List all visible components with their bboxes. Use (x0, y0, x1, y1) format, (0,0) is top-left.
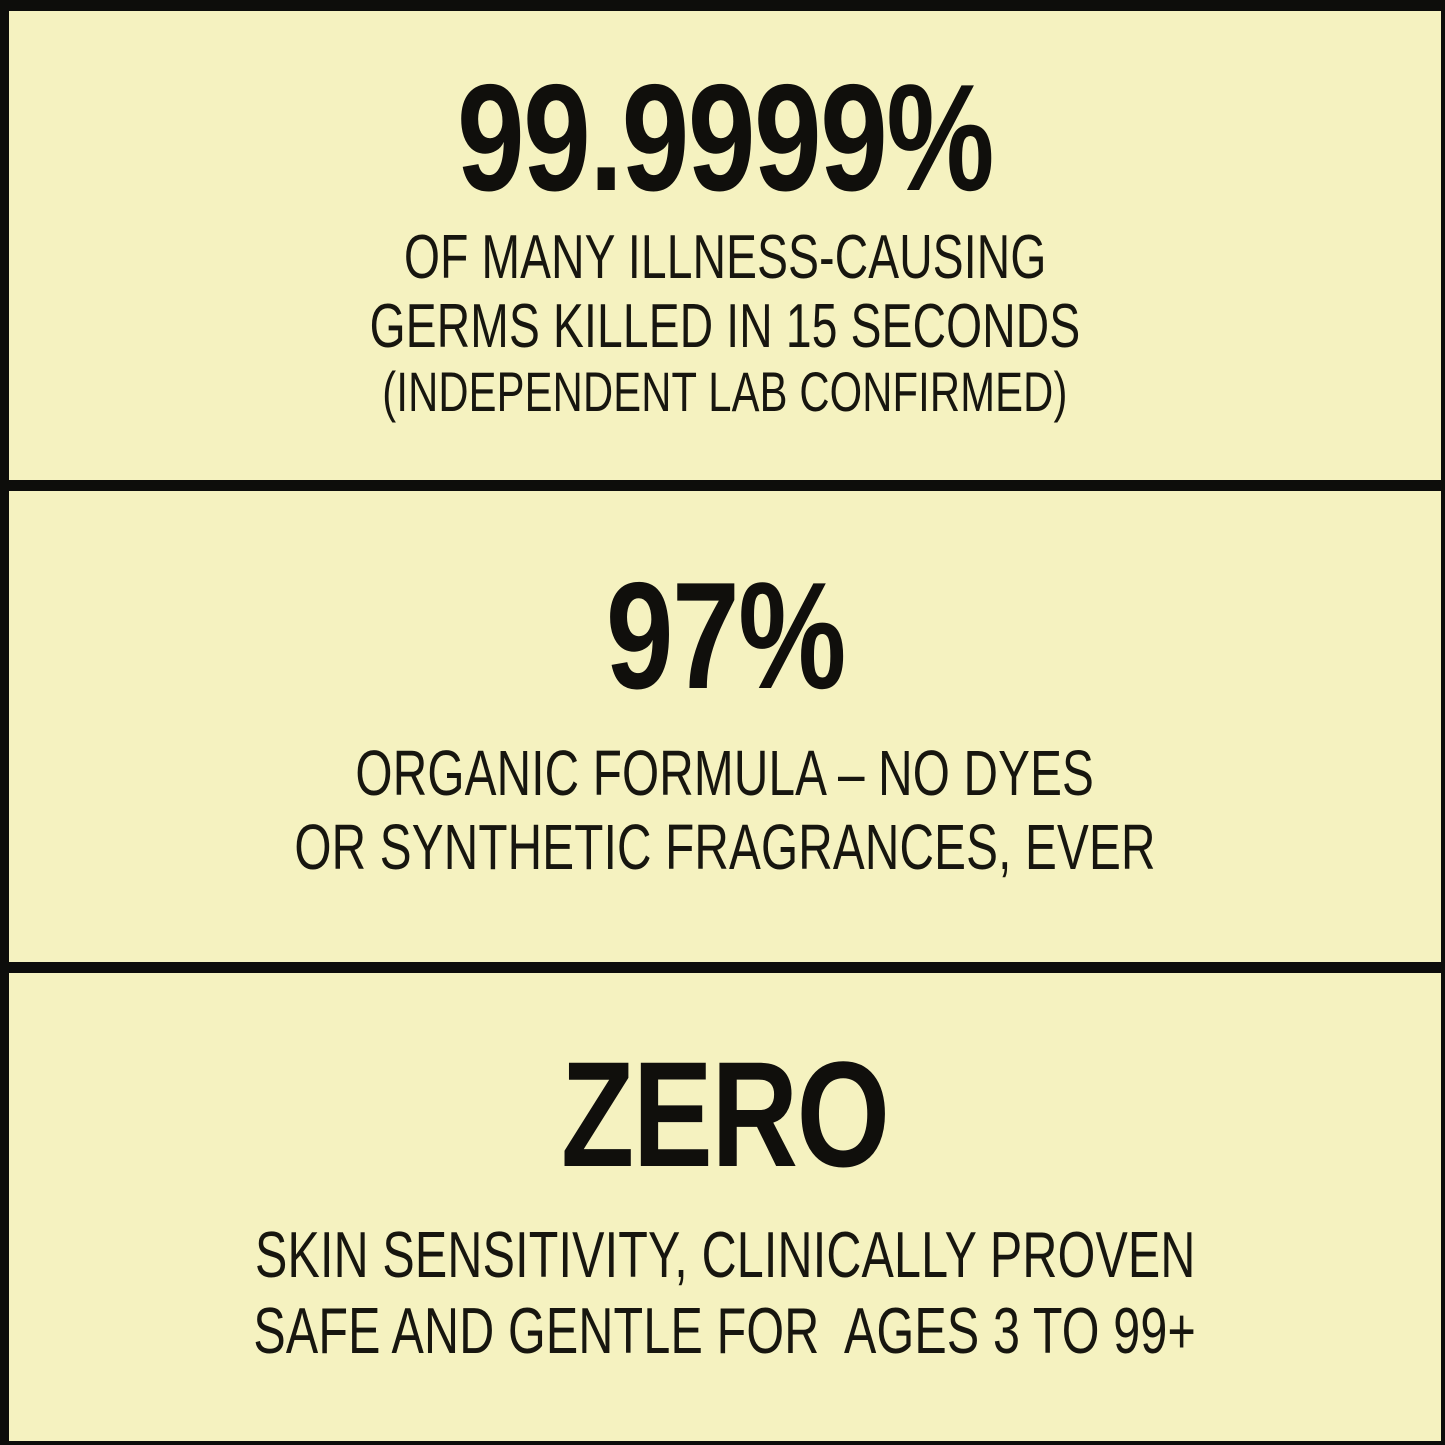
claim-headline-word: ZERO (561, 1029, 890, 1198)
claim-panel-germ-kill: 99.9999% OF MANY ILLNESS-CAUSING GERMS K… (9, 11, 1441, 480)
claim-headline-percentage: 97% (605, 551, 845, 722)
claim-body-line: OR SYNTHETIC FRAGRANCES, EVER (294, 810, 1156, 883)
claim-headline-percentage: 99.9999% (456, 52, 994, 223)
claim-body-line: GERMS KILLED IN 15 SECONDS (369, 291, 1081, 361)
claim-panel-organic-formula: 97% ORGANIC FORMULA – NO DYES OR SYNTHET… (9, 490, 1441, 962)
claim-body-line: SAFE AND GENTLE FOR AGES 3 TO 99+ (253, 1294, 1197, 1367)
claim-body-skin-sensitivity: SKIN SENSITIVITY, CLINICALLY PROVEN SAFE… (92, 1217, 1357, 1369)
claim-body-line: SKIN SENSITIVITY, CLINICALLY PROVEN (254, 1217, 1196, 1291)
panel-divider (9, 480, 1441, 491)
claim-body-organic-formula: ORGANIC FORMULA – NO DYES OR SYNTHETIC F… (147, 737, 1303, 884)
claim-body-line: OF MANY ILLNESS-CAUSING (403, 223, 1047, 293)
claim-panel-skin-sensitivity: ZERO SKIN SENSITIVITY, CLINICALLY PROVEN… (9, 972, 1441, 1441)
claim-body-line: ORGANIC FORMULA – NO DYES (355, 737, 1095, 810)
claim-body-line: (INDEPENDENT LAB CONFIRMED) (382, 359, 1068, 423)
panel-divider (9, 962, 1441, 973)
claim-body-germ-kill: OF MANY ILLNESS-CAUSING GERMS KILLED IN … (248, 224, 1202, 422)
